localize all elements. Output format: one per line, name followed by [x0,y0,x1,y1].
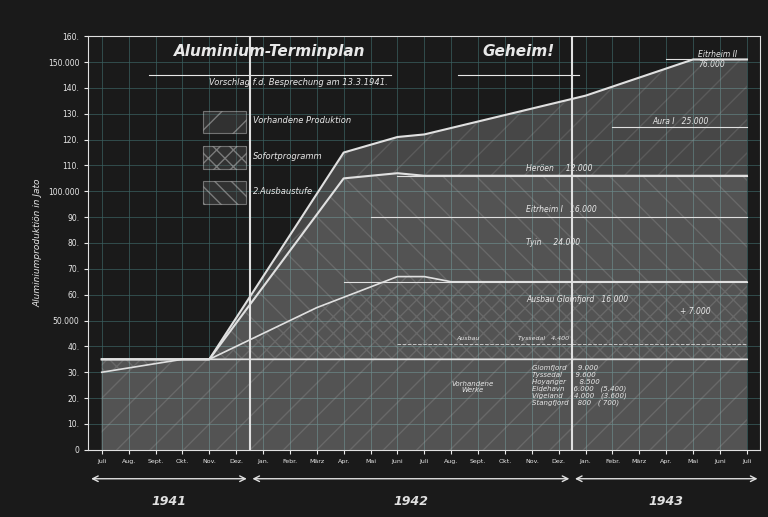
FancyBboxPatch shape [203,146,247,169]
Text: Vorschlag f.d. Besprechung am 13.3.1941.: Vorschlag f.d. Besprechung am 13.3.1941. [209,78,388,86]
Text: 1943: 1943 [649,495,684,508]
Text: Eidehavn    6.000   (5.400): Eidehavn 6.000 (5.400) [531,386,626,392]
FancyBboxPatch shape [203,181,247,204]
Text: Hoyanger      8.500: Hoyanger 8.500 [531,379,600,385]
Text: 1942: 1942 [393,495,429,508]
Text: Werke: Werke [462,387,484,393]
Text: Ausbau: Ausbau [456,336,480,341]
Text: Geheim!: Geheim! [482,44,554,59]
Y-axis label: Aluminiumproduktiön in Jato: Aluminiumproduktiön in Jato [33,179,42,307]
Text: Ausbau Glomfjord   16.000: Ausbau Glomfjord 16.000 [526,295,628,305]
Text: Eitrheim I   16.000: Eitrheim I 16.000 [526,205,598,214]
Text: Tyin     24.000: Tyin 24.000 [526,238,581,248]
Text: Vigeland     4.000   (3.600): Vigeland 4.000 (3.600) [531,393,627,399]
Text: Aura I   25.000: Aura I 25.000 [653,117,709,126]
Text: 2.Ausbaustufe: 2.Ausbaustufe [253,187,313,196]
Text: Aluminium-Terminplan: Aluminium-Terminplan [174,44,366,59]
Text: Vorhandene: Vorhandene [452,381,494,387]
Text: 76.000: 76.000 [698,60,725,69]
Text: + 7.000: + 7.000 [680,307,710,316]
Text: Tyssedal      9.600: Tyssedal 9.600 [531,372,596,378]
Text: Glomfjord     9.000: Glomfjord 9.000 [531,366,598,371]
Text: Stangfjord    800   ( 700): Stangfjord 800 ( 700) [531,400,619,406]
Text: Vorhandene Produktion: Vorhandene Produktion [253,116,351,126]
FancyBboxPatch shape [203,111,247,133]
Text: Sofortprogramm: Sofortprogramm [253,151,323,161]
Text: Heröen     12.000: Heröen 12.000 [526,163,593,173]
Text: Tyssedal   4.400: Tyssedal 4.400 [518,336,570,341]
Text: 1941: 1941 [151,495,187,508]
Text: Eitrheim II: Eitrheim II [698,50,737,59]
